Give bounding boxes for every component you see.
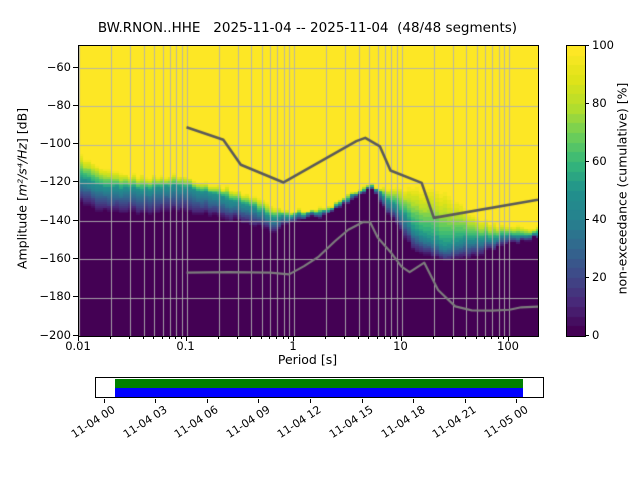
x-minor-tick: [498, 336, 499, 339]
colorbar-tick: [585, 218, 589, 220]
plot-title: BW.RNON..HHE 2025-11-04 -- 2025-11-04 (4…: [97, 20, 518, 36]
x-major-tick: [508, 336, 509, 341]
y-major-tick: [73, 219, 78, 221]
x-minor-tick: [237, 336, 238, 339]
x-minor-tick: [503, 336, 504, 339]
colorbar-tick-label: 80: [592, 95, 607, 110]
x-minor-tick: [288, 336, 289, 339]
colorbar-label: non-exceedance (cumulative) [%]: [614, 82, 630, 295]
x-minor-tick: [153, 336, 154, 339]
x-minor-tick: [169, 336, 170, 339]
x-tick-label: 10: [393, 339, 408, 353]
x-major-tick: [78, 336, 79, 341]
colorbar-tick: [585, 44, 589, 46]
timeline-data-bar: [115, 388, 523, 397]
y-major-tick: [73, 66, 78, 68]
x-tick-label: 1: [289, 339, 297, 353]
timeline-tick-label: 11-04 00: [69, 403, 118, 441]
x-minor-tick: [491, 336, 492, 339]
timeline-tick: [258, 398, 260, 403]
colorbar-tick-label: 100: [592, 37, 614, 52]
x-axis-label: Period [s]: [277, 352, 338, 367]
x-tick-label: 0.01: [65, 339, 91, 353]
y-major-tick: [73, 257, 78, 259]
colorbar-tick-label: 40: [592, 211, 607, 226]
colorbar-canvas: [566, 45, 586, 337]
timeline-tick: [516, 398, 518, 403]
y-major-tick: [73, 334, 78, 336]
x-minor-tick: [465, 336, 466, 339]
timeline-box: [95, 377, 544, 398]
x-minor-tick: [344, 336, 345, 339]
colorbar-tick-label: 0: [592, 327, 600, 342]
timeline-tick: [309, 398, 311, 403]
x-tick-label: 0.1: [176, 339, 195, 353]
x-minor-tick: [129, 336, 130, 339]
x-tick-label: 100: [497, 339, 519, 353]
x-major-tick: [186, 336, 187, 341]
x-major-tick: [401, 336, 402, 341]
x-minor-tick: [384, 336, 385, 339]
y-tick-label: −100: [39, 136, 71, 151]
x-minor-tick: [396, 336, 397, 339]
timeline-tick-label: 11-04 06: [172, 403, 221, 441]
timeline-tick: [361, 398, 363, 403]
x-minor-tick: [261, 336, 262, 339]
timeline-tick-label: 11-04 12: [275, 403, 324, 441]
colorbar-tick: [585, 276, 589, 278]
y-tick-label: −200: [39, 327, 71, 342]
x-minor-tick: [162, 336, 163, 339]
y-tick-label: −80: [46, 97, 71, 112]
timeline-tick-label: 11-04 03: [120, 403, 170, 441]
x-minor-tick: [181, 336, 182, 339]
x-minor-tick: [276, 336, 277, 339]
x-minor-tick: [452, 336, 453, 339]
y-major-tick: [73, 104, 78, 106]
x-minor-tick: [476, 336, 477, 339]
x-minor-tick: [250, 336, 251, 339]
y-tick-label: −140: [39, 212, 71, 227]
colorbar-tick: [585, 160, 589, 162]
timeline-tick: [464, 398, 466, 403]
x-minor-tick: [325, 336, 326, 339]
colorbar-tick: [585, 334, 589, 336]
ppsd-heatmap-canvas: [78, 45, 539, 337]
x-minor-tick: [110, 336, 111, 339]
y-tick-label: −120: [39, 174, 71, 189]
timeline-tick-label: 11-04 18: [378, 403, 428, 441]
x-minor-tick: [433, 336, 434, 339]
x-minor-tick: [368, 336, 369, 339]
timeline-processed-bar: [115, 379, 523, 388]
y-tick-label: −180: [39, 289, 71, 304]
colorbar-tick-label: 20: [592, 269, 607, 284]
colorbar-tick: [585, 102, 589, 104]
y-major-tick: [73, 143, 78, 145]
x-minor-tick: [283, 336, 284, 339]
timeline-tick: [103, 398, 105, 403]
timeline-tick-label: 11-04 09: [223, 403, 273, 441]
timeline-tick-label: 11-05 00: [481, 403, 531, 441]
y-tick-label: −60: [46, 59, 71, 74]
timeline-tick: [413, 398, 415, 403]
colorbar-tick-label: 60: [592, 153, 607, 168]
x-minor-tick: [358, 336, 359, 339]
x-minor-tick: [143, 336, 144, 339]
y-tick-label: −160: [39, 250, 71, 265]
y-major-tick: [73, 181, 78, 183]
x-minor-tick: [484, 336, 485, 339]
x-major-tick: [293, 336, 294, 341]
x-minor-tick: [175, 336, 176, 339]
y-major-tick: [73, 296, 78, 298]
timeline-tick-label: 11-04 15: [327, 403, 376, 441]
timeline-tick: [155, 398, 157, 403]
timeline-tick: [206, 398, 208, 403]
x-minor-tick: [218, 336, 219, 339]
x-minor-tick: [269, 336, 270, 339]
x-minor-tick: [390, 336, 391, 339]
x-minor-tick: [377, 336, 378, 339]
timeline-tick-label: 11-04 21: [430, 403, 479, 441]
